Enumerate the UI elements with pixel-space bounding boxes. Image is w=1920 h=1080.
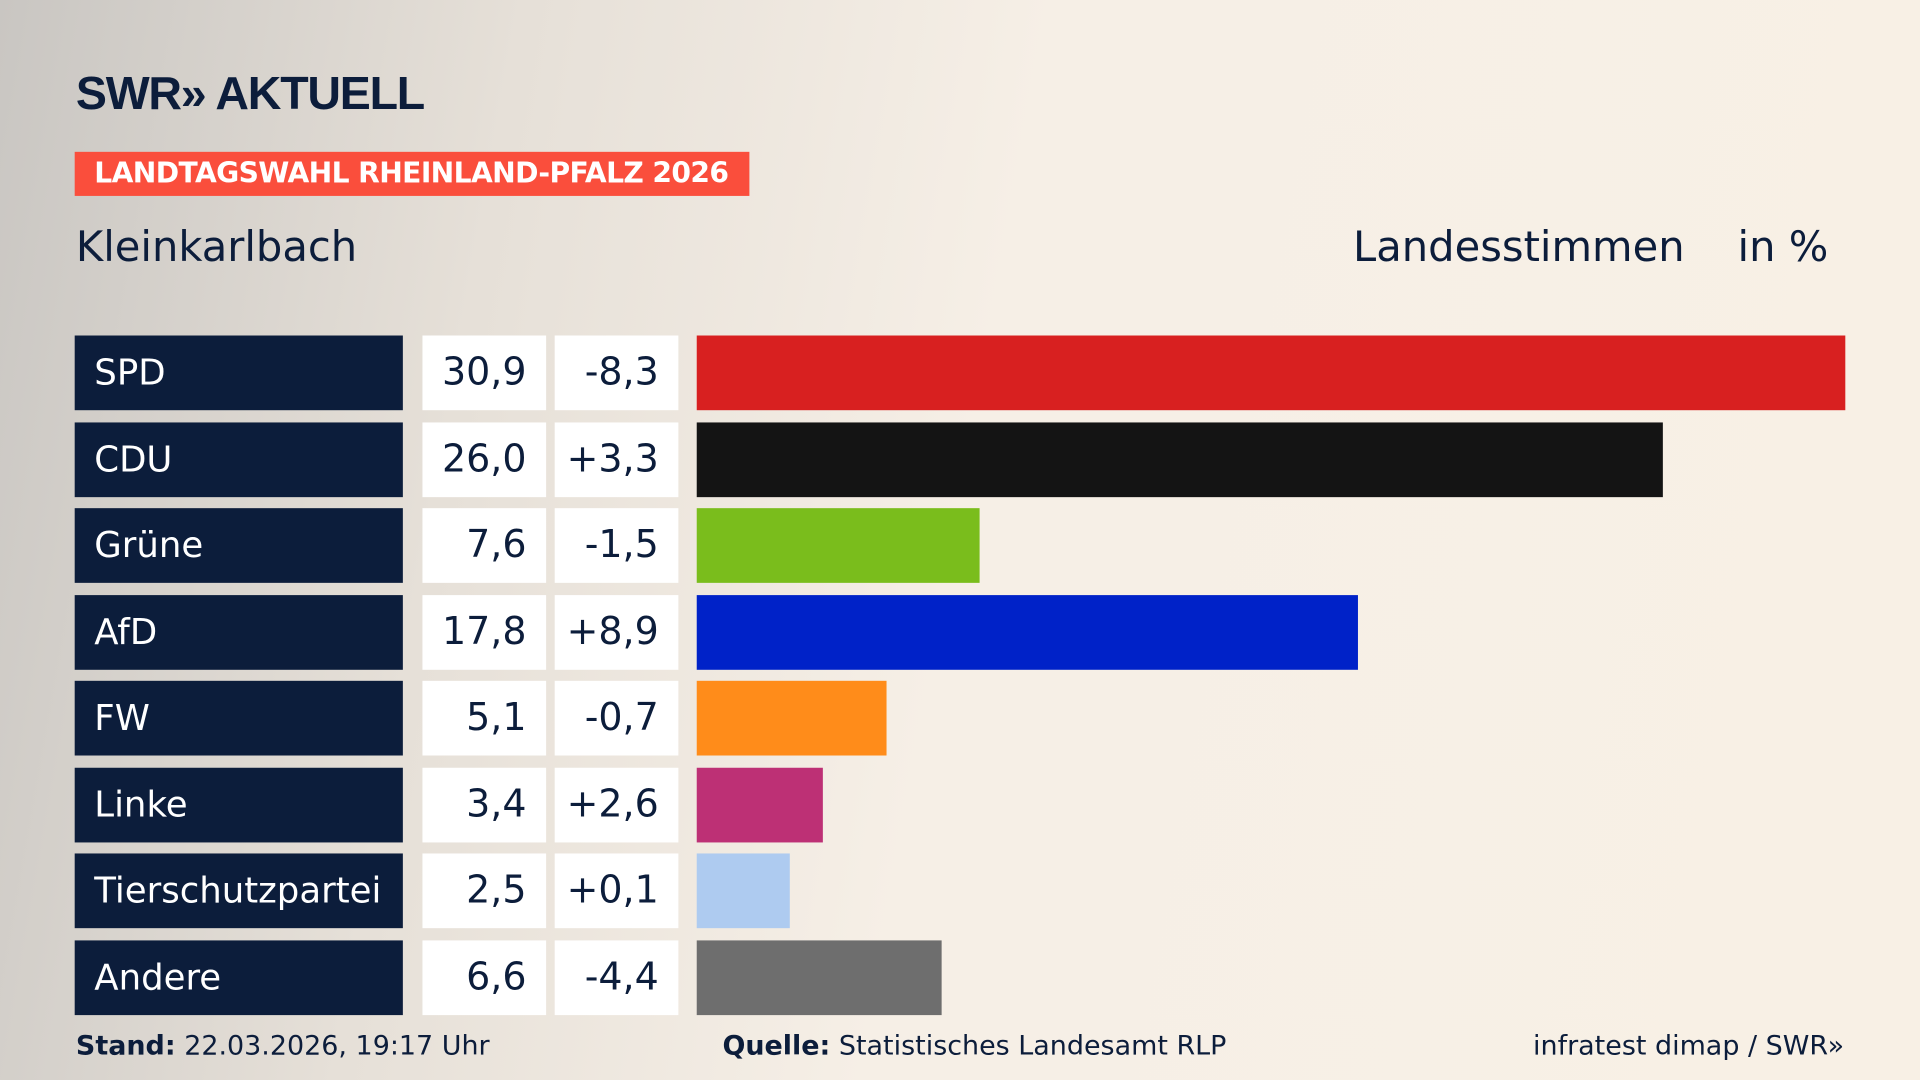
diff-label: -8,3 xyxy=(554,335,679,411)
election-tag: LANDTAGSWAHL RHEINLAND-PFALZ 2026 xyxy=(74,151,750,196)
bar-tierschutzpartei xyxy=(696,853,790,929)
value-label: 7,6 xyxy=(422,508,547,583)
party-label: Grüne xyxy=(74,508,403,583)
bar-spd xyxy=(696,335,1846,411)
unit-label: in % xyxy=(1737,222,1829,272)
value-label: 5,1 xyxy=(422,680,547,756)
party-label: Andere xyxy=(74,939,403,1015)
party-label: CDU xyxy=(74,421,403,497)
party-label: FW xyxy=(74,680,403,756)
stand-label: Stand: xyxy=(75,1031,176,1062)
bar-grüne xyxy=(696,508,980,583)
stand-info: Stand: 22.03.2026, 19:17 Uhr xyxy=(76,1031,490,1062)
party-label: AfD xyxy=(74,594,403,670)
bar-cdu xyxy=(696,421,1664,497)
diff-label: +3,3 xyxy=(554,421,679,497)
bar-andere xyxy=(696,939,943,1015)
value-label: 30,9 xyxy=(422,335,547,411)
credit: infratest dimap / SWR» xyxy=(1533,1031,1845,1062)
bar-linke xyxy=(696,767,824,842)
diff-label: +2,6 xyxy=(554,767,679,842)
swr-aktuell-logo: SWR» AKTUELL xyxy=(75,68,425,121)
value-label: 6,6 xyxy=(422,939,547,1015)
bar-afd xyxy=(696,594,1359,670)
value-label: 26,0 xyxy=(422,421,547,497)
source-value: Statistisches Landesamt RLP xyxy=(838,1031,1227,1062)
diff-label: -4,4 xyxy=(554,939,679,1015)
party-label: Linke xyxy=(74,767,403,842)
diff-label: -1,5 xyxy=(554,508,679,583)
diff-label: -0,7 xyxy=(554,680,679,756)
party-label: Tierschutzpartei xyxy=(74,853,403,929)
value-label: 2,5 xyxy=(422,853,547,929)
metric-label: Landesstimmen xyxy=(1353,222,1685,272)
place-title: Kleinkarlbach xyxy=(75,222,358,272)
source-info: Quelle: Statistisches Landesamt RLP xyxy=(722,1031,1226,1062)
diff-label: +0,1 xyxy=(554,853,679,929)
party-label: SPD xyxy=(74,335,403,411)
source-label: Quelle: xyxy=(722,1031,831,1062)
bar-fw xyxy=(696,680,887,756)
stand-value: 22.03.2026, 19:17 Uhr xyxy=(184,1031,490,1062)
diff-label: +8,9 xyxy=(554,594,679,670)
value-label: 17,8 xyxy=(422,594,547,670)
value-label: 3,4 xyxy=(422,767,547,842)
